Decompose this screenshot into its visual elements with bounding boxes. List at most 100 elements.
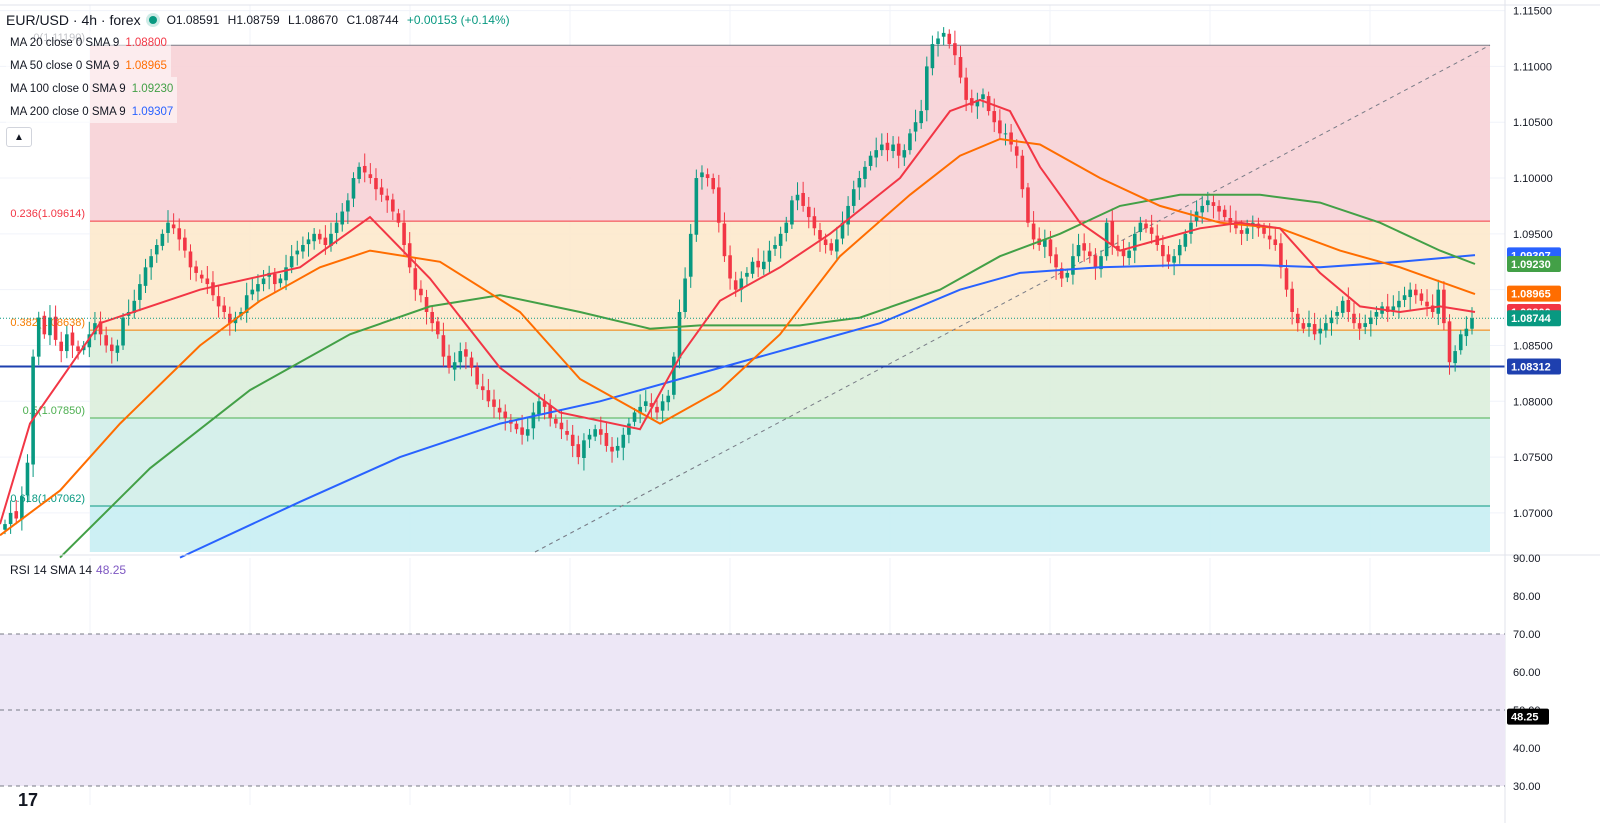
- candle-body: [896, 143, 901, 156]
- price-tag-label: 1.09230: [1511, 259, 1551, 271]
- candle-body: [582, 440, 586, 459]
- candle-body: [975, 99, 980, 107]
- candle-body: [452, 362, 457, 370]
- candle-body: [638, 406, 642, 414]
- candle-body: [1211, 202, 1216, 206]
- indicator-ma200[interactable]: MA 200 close 0 SMA 9 1.09307: [6, 100, 178, 123]
- indicator-ma20[interactable]: MA 20 close 0 SMA 9 1.08800: [6, 31, 171, 54]
- candle-body: [756, 260, 760, 268]
- candle-body: [1054, 254, 1058, 268]
- candle-body: [621, 434, 626, 448]
- candle-body: [211, 282, 215, 296]
- symbol-title[interactable]: EUR/USD · 4h · forex: [6, 11, 141, 28]
- candle-body: [705, 174, 710, 179]
- candle-body: [486, 390, 491, 402]
- candle-body: [115, 345, 120, 353]
- candle-body: [677, 311, 682, 359]
- indicator-value: 1.08965: [125, 59, 167, 72]
- candle-body: [256, 284, 260, 292]
- candle-body: [36, 317, 41, 357]
- candle-body: [1020, 155, 1025, 190]
- candle-body: [902, 150, 907, 158]
- candle-body: [419, 288, 423, 296]
- candle-body: [497, 407, 502, 413]
- candle-body: [823, 239, 828, 246]
- candle-body: [1177, 245, 1182, 256]
- candle-body: [1014, 146, 1019, 156]
- tradingview-logo[interactable]: 17: [18, 790, 39, 810]
- candle-body: [1279, 243, 1283, 268]
- candle-body: [1470, 318, 1474, 329]
- rsi-legend[interactable]: RSI 14 SMA 14 48.25: [10, 563, 126, 577]
- price-tag: [1507, 255, 1561, 272]
- price-tag: [1507, 358, 1561, 375]
- candle-body: [1127, 250, 1131, 258]
- fib-zone: [90, 221, 1490, 331]
- candle-body: [1262, 227, 1266, 234]
- candle-body: [857, 178, 862, 188]
- candle-body: [514, 423, 519, 430]
- symbol-row: EUR/USD · 4h · forex O1.08591 H1.08759 L…: [6, 8, 515, 31]
- candle-body: [385, 195, 390, 201]
- collapse-legend-button[interactable]: ▲: [6, 127, 32, 147]
- candle-body: [188, 251, 193, 268]
- candle-body: [368, 174, 373, 179]
- candle-body: [1166, 254, 1171, 262]
- candle-body: [1340, 300, 1345, 313]
- candle-body: [1110, 220, 1115, 246]
- candle-body: [790, 200, 794, 225]
- candle-body: [998, 120, 1002, 134]
- candle-body: [936, 38, 940, 45]
- candle-body: [154, 245, 159, 255]
- indicator-ma50[interactable]: MA 50 close 0 SMA 9 1.08965: [6, 54, 171, 77]
- candle-body: [42, 315, 47, 335]
- candle-body: [53, 316, 58, 340]
- candle-body: [194, 266, 198, 273]
- candle-body: [70, 332, 75, 346]
- candle-body: [205, 278, 210, 285]
- candle-body: [655, 406, 659, 413]
- indicator-ma100[interactable]: MA 100 close 0 SMA 9 1.09230: [6, 77, 178, 100]
- candle-body: [149, 256, 153, 268]
- candle-body: [20, 496, 24, 520]
- candle-body: [1172, 256, 1176, 263]
- candle-body: [964, 77, 968, 100]
- rsi-tick-label: 40.00: [1513, 743, 1541, 755]
- candle-body: [250, 289, 255, 295]
- candle-body: [183, 237, 187, 251]
- candle-body: [492, 399, 496, 407]
- candle-body: [593, 429, 597, 437]
- price-tag-label: 1.08312: [1511, 361, 1551, 373]
- candle-body: [598, 429, 603, 435]
- candle-body: [8, 512, 13, 525]
- candle-body: [1026, 187, 1030, 223]
- candle-body: [435, 321, 440, 335]
- price-tick-label: 1.08500: [1513, 340, 1553, 352]
- rsi-tick-label: 80.00: [1513, 591, 1541, 603]
- ohlc-values: O1.08591 H1.08759 L1.08670 C1.08744 +0.0…: [167, 13, 515, 27]
- candle-body: [233, 317, 238, 324]
- candle-body: [1447, 321, 1452, 363]
- candle-body: [1307, 323, 1311, 327]
- candle-body: [587, 434, 592, 440]
- candle-body: [1374, 311, 1379, 317]
- candle-body: [278, 278, 283, 284]
- indicator-name: MA 100 close 0 SMA 9: [10, 82, 126, 95]
- candle-body: [374, 178, 378, 190]
- indicator-value: 1.09307: [131, 105, 174, 118]
- candle-body: [104, 335, 108, 346]
- candle-body: [1206, 200, 1210, 206]
- candle-body: [913, 122, 918, 132]
- market-status-icon: [148, 15, 157, 24]
- candle-body: [880, 144, 884, 151]
- candle-body: [660, 401, 665, 411]
- candle-body: [891, 144, 895, 152]
- candle-body: [424, 297, 429, 312]
- indicator-value: 1.08800: [125, 36, 167, 49]
- candle-body: [301, 245, 305, 252]
- change-value: +0.00153 (+0.14%): [406, 12, 510, 27]
- rsi-tag: [1507, 708, 1549, 725]
- candle-body: [171, 224, 176, 229]
- candle-body: [1217, 205, 1221, 212]
